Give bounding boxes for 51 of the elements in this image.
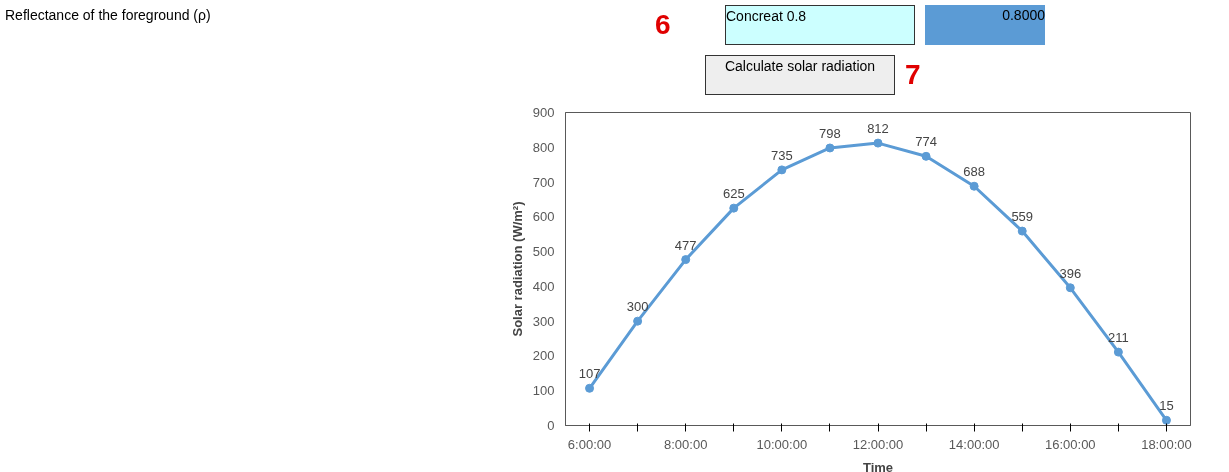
y-tick-label: 100	[532, 383, 555, 399]
x-tick-label: 8:00:00	[664, 436, 708, 452]
point	[681, 255, 691, 265]
point	[777, 165, 787, 175]
text: Reflectance of the foreground (ρ)	[5, 6, 211, 25]
data-label: 798	[819, 125, 841, 141]
point	[633, 316, 643, 326]
data-label: 735	[771, 147, 793, 163]
x-tick-label: 12:00:00	[852, 436, 904, 452]
data-label: 300	[626, 299, 649, 315]
y-tick-label: 0	[547, 418, 555, 433]
x-tick-label: 6:00:00	[567, 436, 612, 452]
point	[1113, 347, 1123, 357]
y-tick-label: 200	[532, 348, 555, 364]
x-axis-title: Time	[862, 459, 894, 472]
text: Calculate solar radiation	[724, 57, 876, 76]
point	[585, 383, 595, 393]
point	[1161, 415, 1171, 425]
x-tick-label: 18:00:00	[1141, 436, 1192, 452]
x-tick-label: 14:00:00	[948, 436, 1000, 452]
point	[825, 143, 835, 153]
y-tick-label: 300	[532, 313, 555, 329]
point	[969, 181, 979, 191]
y-axis-title: Solar radiation (W/m²)	[509, 201, 525, 337]
text: 0.8000	[1002, 6, 1045, 25]
data-label: 15	[1159, 398, 1174, 414]
data-label: 107	[578, 366, 601, 382]
y-tick-label: 800	[532, 139, 555, 155]
data-label: 688	[963, 164, 986, 180]
point	[729, 203, 739, 213]
y-tick-label: 900	[532, 105, 555, 120]
text: 7	[905, 58, 921, 92]
text: 6	[655, 8, 671, 42]
data-label: 559	[1011, 209, 1034, 225]
point	[873, 138, 883, 148]
point	[1065, 283, 1075, 293]
y-tick-label: 500	[532, 244, 555, 260]
x-tick-label: 10:00:00	[756, 436, 808, 452]
data-label: 396	[1059, 265, 1082, 281]
data-label: 211	[1108, 330, 1129, 346]
y-tick-label: 400	[532, 278, 555, 294]
data-label: 812	[867, 121, 889, 137]
point	[921, 151, 931, 161]
data-label: 477	[674, 237, 697, 253]
text: Concreat 0.8	[726, 7, 807, 26]
data-label: 774	[915, 134, 937, 150]
y-tick-label: 600	[532, 209, 555, 225]
point	[1017, 226, 1027, 236]
x-tick-label: 16:00:00	[1045, 436, 1096, 452]
data-label: 625	[722, 186, 745, 202]
y-tick-label: 700	[532, 174, 555, 190]
